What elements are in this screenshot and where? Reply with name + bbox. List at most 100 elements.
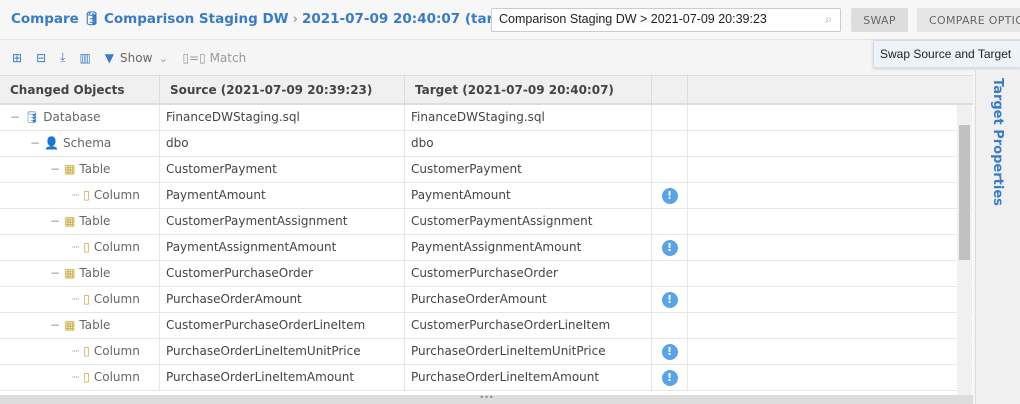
tree-toggle[interactable]: − xyxy=(50,214,61,228)
warning-icon[interactable]: ! xyxy=(661,187,678,204)
target-cell: PaymentAssignmentAmount xyxy=(405,235,652,260)
warning-icon[interactable]: ! xyxy=(661,369,678,386)
filter-show-button[interactable]: ▼ Show ⌄ xyxy=(105,51,169,65)
compare-label: Compare xyxy=(11,11,79,27)
tree-toggle[interactable]: ┈ xyxy=(72,292,80,306)
source-cell: CustomerPurchaseOrder xyxy=(160,261,405,286)
tree-toggle[interactable]: ┈ xyxy=(72,344,80,358)
filler-cell xyxy=(688,183,959,208)
source-cell: dbo xyxy=(160,131,405,156)
table-row[interactable]: ┈ ▯ Column PaymentAmount PaymentAmount ! xyxy=(0,183,973,209)
target-properties-label[interactable]: Target Properties xyxy=(990,78,1005,206)
column-icon: ▯ xyxy=(83,370,90,384)
expand-all-icon[interactable]: ⊞ xyxy=(12,50,23,65)
swap-tooltip: Swap Source and Target xyxy=(873,40,1020,68)
filler-cell xyxy=(688,287,959,312)
table-row[interactable]: ┈ ▯ Column PurchaseOrderLineItemAmount Pur… xyxy=(0,365,973,391)
show-label: Show xyxy=(120,50,153,65)
database-icon: 🛢 xyxy=(82,11,100,27)
status-cell xyxy=(652,313,688,338)
search-icon[interactable]: ⌕ xyxy=(824,12,832,26)
object-cell: − ▦ Table xyxy=(0,261,160,286)
breadcrumb-separator: › xyxy=(292,11,298,27)
grid-scrollbar[interactable] xyxy=(957,105,972,395)
source-cell: PurchaseOrderLineItemAmount xyxy=(160,365,405,390)
filler-cell xyxy=(688,365,959,390)
col-source[interactable]: Source (2021-07-09 20:39:23) xyxy=(160,76,405,103)
target-cell: FinanceDWStaging.sql xyxy=(405,105,652,130)
source-cell: CustomerPaymentAssignment xyxy=(160,209,405,234)
tree-toggle[interactable]: ┈ xyxy=(72,370,80,384)
filler-cell xyxy=(688,339,959,364)
compare-options-button[interactable]: COMPARE OPTIONS xyxy=(917,8,1020,32)
download-icon[interactable]: ⤓ xyxy=(60,50,66,64)
status-cell xyxy=(652,209,688,234)
object-cell: − ▦ Table xyxy=(0,209,160,234)
match-label: Match xyxy=(209,50,247,65)
chart-icon[interactable]: ▥ xyxy=(79,50,91,65)
col-changed-objects[interactable]: Changed Objects xyxy=(0,76,160,103)
target-cell: PurchaseOrderLineItemAmount xyxy=(405,365,652,390)
tree-toggle[interactable]: ┈ xyxy=(72,240,80,254)
collapse-all-icon[interactable]: ⊟ xyxy=(36,50,47,65)
scrollbar-thumb[interactable] xyxy=(959,125,970,260)
warning-icon[interactable]: ! xyxy=(661,291,678,308)
source-cell: FinanceDWStaging.sql xyxy=(160,105,405,130)
object-cell: − 👤 Schema xyxy=(0,131,160,156)
splitter-handle[interactable]: ••• xyxy=(0,394,973,404)
filter-icon: ▼ xyxy=(104,50,115,65)
swap-button[interactable]: SWAP xyxy=(851,8,908,32)
database-icon: 🛢 xyxy=(24,110,40,124)
filler-cell xyxy=(688,131,959,156)
object-cell: ┈ ▯ Column xyxy=(0,339,160,364)
table-row[interactable]: ┈ ▯ Column PurchaseOrderAmount PurchaseOrd… xyxy=(0,287,973,313)
tree-toggle[interactable]: − xyxy=(50,318,61,332)
table-row[interactable]: − ▦ Table CustomerPurchaseOrderLineItem Cu… xyxy=(0,313,973,339)
table-row[interactable]: − ▦ Table CustomerPayment CustomerPayment xyxy=(0,157,973,183)
table-row[interactable]: ┈ ▯ Column PaymentAssignmentAmount Payment… xyxy=(0,235,973,261)
tree-toggle[interactable]: − xyxy=(50,266,61,280)
tree-toggle[interactable]: − xyxy=(10,110,21,124)
col-status xyxy=(652,76,688,103)
source-cell: CustomerPurchaseOrderLineItem xyxy=(160,313,405,338)
table-row[interactable]: − ▦ Table CustomerPurchaseOrder CustomerPu… xyxy=(0,261,973,287)
tree-toggle[interactable]: − xyxy=(50,162,61,176)
table-icon: ▦ xyxy=(64,214,76,228)
object-type: Column xyxy=(93,344,140,358)
object-type: Table xyxy=(79,318,111,332)
toolbar: ⊞ ⊟ ⤓ ▥ ▼ Show ⌄ ▯=▯ Match xyxy=(0,40,1020,75)
table-row[interactable]: − 🛢 Database FinanceDWStaging.sql FinanceD… xyxy=(0,105,973,131)
table-row[interactable]: − ▦ Table CustomerPaymentAssignment Custom… xyxy=(0,209,973,235)
filler-cell xyxy=(688,157,959,182)
status-cell: ! xyxy=(652,287,688,312)
page-title: Compare 🛢 Comparison Staging DW › 2021-0… xyxy=(11,11,563,27)
warning-icon[interactable]: ! xyxy=(661,239,678,256)
target-cell: PurchaseOrderLineItemUnitPrice xyxy=(405,339,652,364)
object-type: Column xyxy=(93,370,140,384)
target-properties-panel[interactable]: Target Properties xyxy=(975,70,1020,404)
column-icon: ▯ xyxy=(83,240,90,254)
object-cell: ┈ ▯ Column xyxy=(0,287,160,312)
table-row[interactable]: − 👤 Schema dbo dbo xyxy=(0,131,973,157)
filler-cell xyxy=(688,261,959,286)
col-target[interactable]: Target (2021-07-09 20:40:07) xyxy=(405,76,652,103)
db-name[interactable]: Comparison Staging DW xyxy=(103,11,289,27)
filler-cell xyxy=(688,313,959,338)
object-cell: ┈ ▯ Column xyxy=(0,183,160,208)
source-cell: CustomerPayment xyxy=(160,157,405,182)
source-search-input[interactable]: Comparison Staging DW > 2021-07-09 20:39… xyxy=(491,8,841,32)
warning-icon[interactable]: ! xyxy=(661,343,678,360)
target-cell: PaymentAmount xyxy=(405,183,652,208)
status-cell: ! xyxy=(652,339,688,364)
match-button[interactable]: ▯=▯ Match xyxy=(182,51,246,65)
object-type: Table xyxy=(79,266,111,280)
object-type: Database xyxy=(43,110,101,124)
tree-toggle[interactable]: − xyxy=(30,136,41,150)
object-type: Table xyxy=(79,214,111,228)
tree-toggle[interactable]: ┈ xyxy=(72,188,80,202)
table-icon: ▦ xyxy=(64,318,76,332)
table-row[interactable]: ┈ ▯ Column PurchaseOrderLineItemUnitPrice … xyxy=(0,339,973,365)
status-cell: ! xyxy=(652,365,688,390)
grid-header: Changed Objects Source (2021-07-09 20:39… xyxy=(0,76,973,105)
column-icon: ▯ xyxy=(83,344,90,358)
